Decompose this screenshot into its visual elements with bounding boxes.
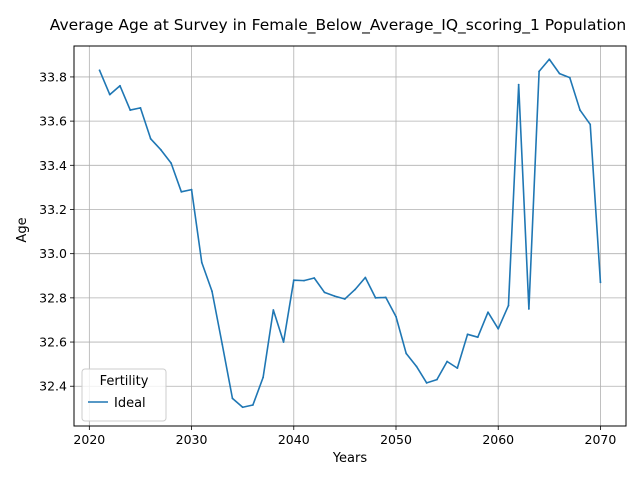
data-point	[446, 360, 449, 363]
data-point	[251, 404, 254, 406]
y-tick-label: 32.4	[39, 379, 67, 394]
legend: Fertility Ideal	[81, 368, 167, 422]
data-point	[374, 296, 377, 299]
data-point	[231, 397, 234, 400]
data-point	[466, 333, 469, 336]
data-point	[568, 76, 571, 79]
y-tick-label: 33.4	[39, 158, 67, 173]
data-point	[476, 336, 479, 339]
y-tick-label: 33.0	[39, 246, 67, 261]
data-point	[190, 188, 193, 191]
data-point	[548, 58, 551, 61]
data-point	[415, 365, 418, 368]
data-point	[538, 70, 541, 73]
data-point	[149, 137, 152, 140]
y-tick-label: 33.2	[39, 202, 67, 217]
data-point	[241, 406, 244, 409]
grid-lines	[74, 46, 626, 426]
data-point	[180, 190, 183, 193]
data-point	[364, 276, 367, 279]
data-point	[108, 93, 111, 96]
data-point	[292, 279, 295, 282]
data-point	[200, 261, 203, 264]
x-tick-label: 2030	[176, 432, 208, 447]
data-point	[333, 295, 336, 297]
data-point	[170, 162, 173, 164]
data-point	[313, 277, 316, 279]
x-tick-label: 2050	[380, 432, 412, 447]
data-point	[425, 382, 428, 384]
y-tick-label: 32.8	[39, 290, 67, 305]
series-lines	[98, 58, 602, 409]
data-point	[221, 343, 224, 346]
data-point	[456, 367, 459, 370]
y-tick-label: 33.6	[39, 114, 67, 129]
data-point	[517, 83, 520, 86]
data-point	[211, 290, 213, 293]
data-point	[139, 106, 142, 109]
x-tick-label: 2020	[73, 432, 105, 447]
axis-ticks: 2020 2030 2040 2050 2060 2070 32.4 32.6 32.8 33.0…	[39, 69, 616, 447]
data-point	[272, 309, 275, 311]
y-tick-label: 33.8	[39, 69, 67, 84]
legend-label-ideal: Ideal	[114, 396, 146, 411]
data-point	[405, 352, 408, 355]
data-point	[579, 109, 581, 111]
data-point	[497, 327, 500, 330]
data-point	[282, 341, 285, 343]
data-point	[303, 279, 305, 282]
data-point	[323, 291, 326, 294]
x-tick-label: 2060	[482, 432, 514, 447]
legend-box	[81, 368, 167, 422]
data-point	[98, 69, 101, 72]
x-tick-label: 2040	[278, 432, 310, 447]
data-point	[435, 378, 438, 381]
data-point	[354, 288, 357, 291]
x-axis-label: Years	[332, 451, 368, 466]
y-tick-label: 32.6	[39, 335, 67, 350]
y-axis-label: Age	[15, 217, 30, 242]
data-point	[527, 308, 530, 310]
data-point	[159, 148, 162, 151]
data-point	[384, 296, 387, 299]
data-point	[558, 72, 561, 75]
series-line-ideal	[98, 58, 602, 409]
legend-title: Fertility	[100, 374, 149, 389]
data-point	[119, 84, 121, 87]
chart-title: Average Age at Survey in Female_Below_Av…	[50, 16, 626, 35]
data-point	[343, 298, 346, 300]
data-point	[129, 109, 132, 111]
plot-area-frame	[73, 45, 627, 427]
data-point	[487, 311, 489, 314]
data-point	[599, 281, 602, 284]
data-point	[589, 123, 592, 126]
data-point	[262, 376, 265, 379]
data-point	[395, 315, 397, 318]
data-point	[507, 304, 510, 307]
x-tick-label: 2070	[585, 432, 617, 447]
